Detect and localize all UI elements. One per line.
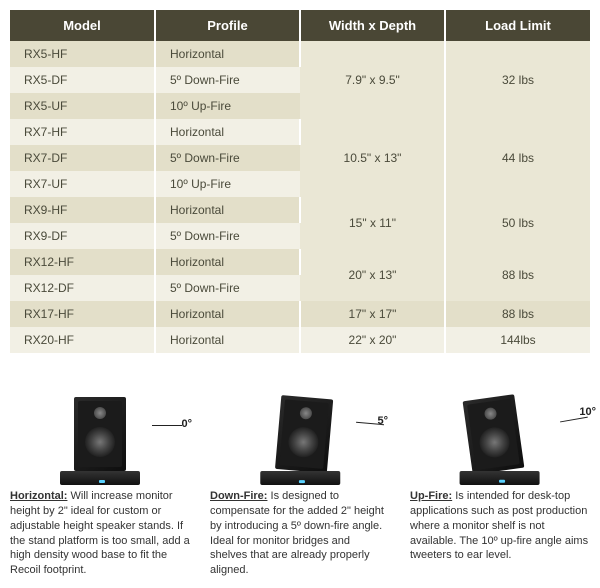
cell-model: RX9-DF (10, 223, 155, 249)
cell-dim: 20" x 13" (300, 249, 445, 301)
cell-dim: 17" x 17" (300, 301, 445, 327)
cell-load: 88 lbs (445, 249, 590, 301)
cell-profile: Horizontal (155, 197, 300, 223)
cell-load: 44 lbs (445, 119, 590, 197)
table-row: RX7-HFHorizontal10.5" x 13"44 lbs (10, 119, 590, 145)
cell-model: RX7-UF (10, 171, 155, 197)
desc-title-2: Up-Fire: (410, 490, 452, 502)
cell-model: RX7-DF (10, 145, 155, 171)
angle-label-0: 0° (181, 417, 192, 432)
cell-load: 144lbs (445, 327, 590, 353)
cell-model: RX20-HF (10, 327, 155, 353)
table-row: RX9-HFHorizontal15" x 11"50 lbs (10, 197, 590, 223)
desc-title-1: Down-Fire: (210, 490, 267, 502)
header-dim: Width x Depth (300, 10, 445, 41)
cell-load: 88 lbs (445, 301, 590, 327)
cell-model: RX12-HF (10, 249, 155, 275)
cell-model: RX9-HF (10, 197, 155, 223)
cell-profile: 5º Down-Fire (155, 145, 300, 171)
header-profile: Profile (155, 10, 300, 41)
cell-profile: Horizontal (155, 327, 300, 353)
table-row: RX20-HFHorizontal22" x 20"144lbs (10, 327, 590, 353)
header-model: Model (10, 10, 155, 41)
desc-text-1: Is designed to compensate for the added … (210, 490, 384, 576)
desc-upfire: 10° Up-Fire: Is intended for desk-top ap… (410, 371, 590, 578)
header-load: Load Limit (445, 10, 590, 41)
angle-label-2: 10° (579, 405, 596, 420)
cell-profile: Horizontal (155, 119, 300, 145)
desc-downfire: 5° Down-Fire: Is designed to compensate … (210, 371, 390, 578)
table-row: RX17-HFHorizontal17" x 17"88 lbs (10, 301, 590, 327)
cell-dim: 7.9" x 9.5" (300, 41, 445, 119)
cell-profile: Horizontal (155, 249, 300, 275)
cell-profile: 5º Down-Fire (155, 275, 300, 301)
cell-profile: 10º Up-Fire (155, 93, 300, 119)
cell-profile: 5º Down-Fire (155, 67, 300, 93)
cell-model: RX5-HF (10, 41, 155, 67)
desc-text-0: Will increase monitor height by 2" ideal… (10, 490, 190, 576)
cell-profile: 10º Up-Fire (155, 171, 300, 197)
angle-label-1: 5° (377, 414, 388, 429)
cell-profile: Horizontal (155, 301, 300, 327)
spec-table: Model Profile Width x Depth Load Limit R… (10, 10, 590, 353)
cell-dim: 22" x 20" (300, 327, 445, 353)
cell-model: RX17-HF (10, 301, 155, 327)
table-row: RX12-HFHorizontal20" x 13"88 lbs (10, 249, 590, 275)
cell-model: RX7-HF (10, 119, 155, 145)
cell-dim: 10.5" x 13" (300, 119, 445, 197)
cell-load: 50 lbs (445, 197, 590, 249)
cell-load: 32 lbs (445, 41, 590, 119)
cell-model: RX12-DF (10, 275, 155, 301)
cell-model: RX5-UF (10, 93, 155, 119)
cell-profile: Horizontal (155, 41, 300, 67)
cell-model: RX5-DF (10, 67, 155, 93)
cell-dim: 15" x 11" (300, 197, 445, 249)
desc-title-0: Horizontal: (10, 490, 67, 502)
cell-profile: 5º Down-Fire (155, 223, 300, 249)
table-row: RX5-HFHorizontal7.9" x 9.5"32 lbs (10, 41, 590, 67)
desc-horizontal: 0° Horizontal: Will increase monitor hei… (10, 371, 190, 578)
description-row: 0° Horizontal: Will increase monitor hei… (10, 371, 590, 578)
